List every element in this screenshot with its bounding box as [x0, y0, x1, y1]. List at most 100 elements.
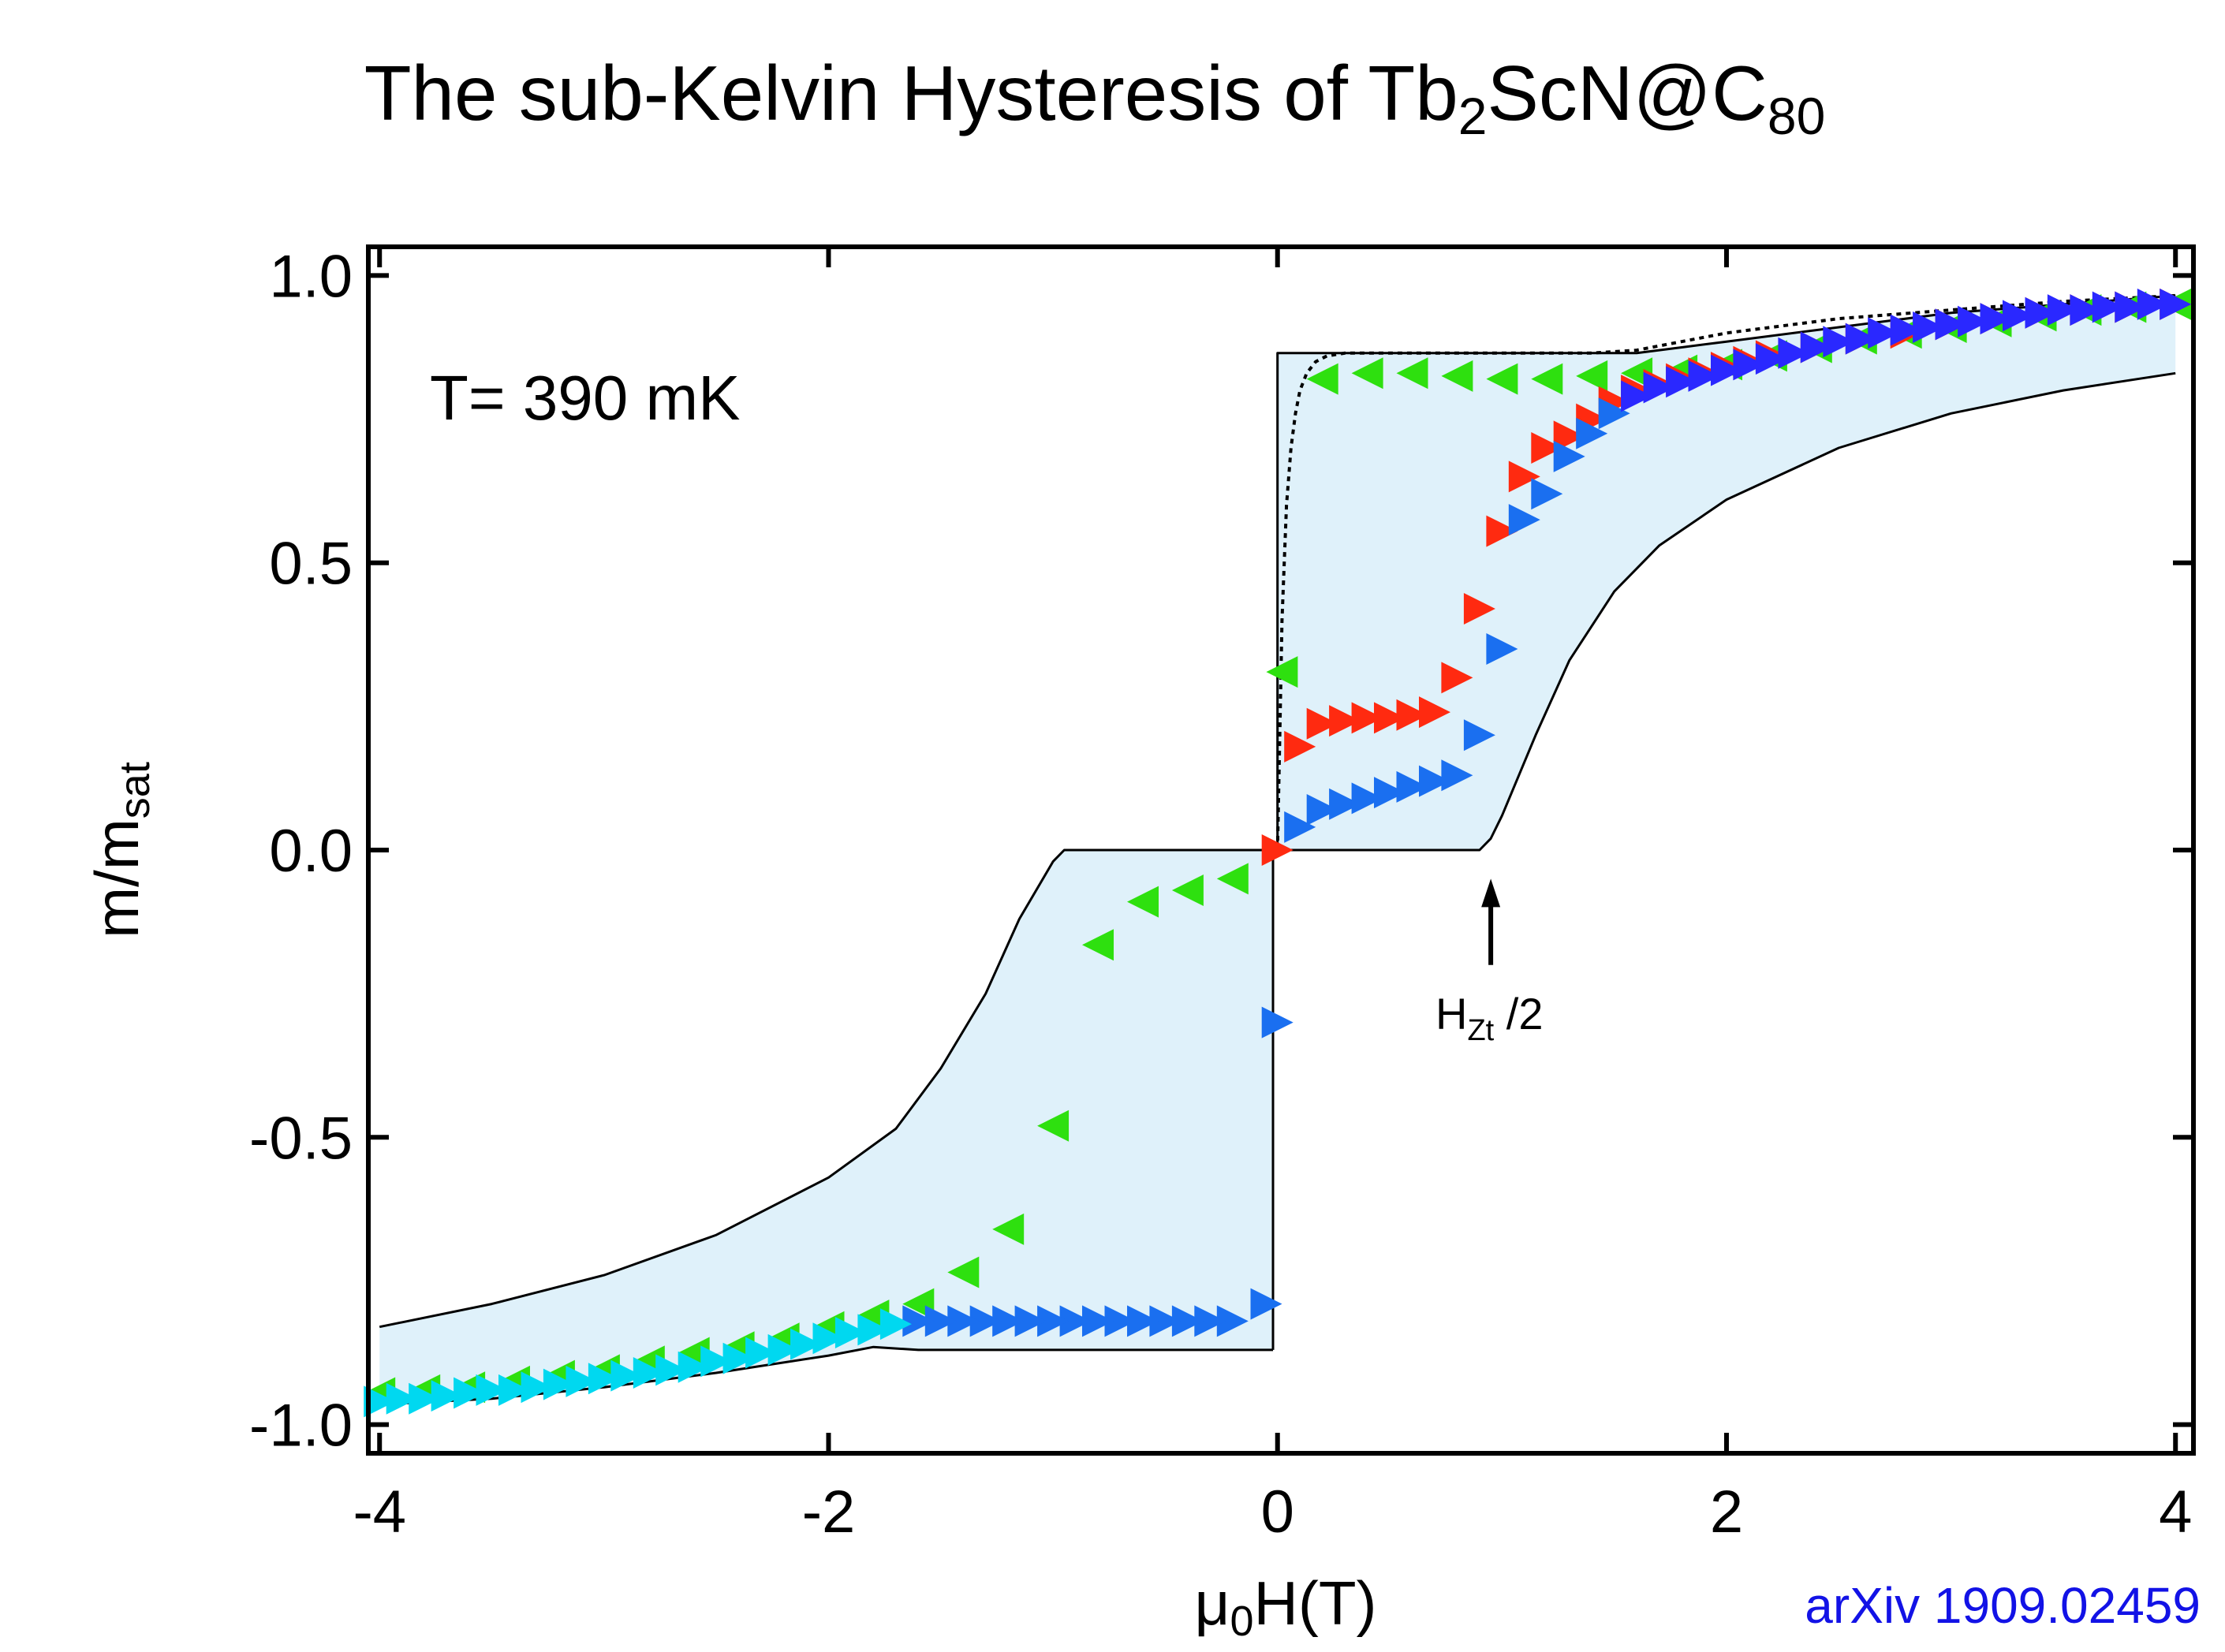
data-point	[767, 1333, 800, 1366]
data-point	[498, 1374, 530, 1406]
data-point	[1171, 1305, 1204, 1337]
data-point	[1441, 360, 1473, 392]
data-point	[633, 1357, 665, 1389]
data-point	[1486, 515, 1518, 547]
chart-title-sub2: 80	[1768, 87, 1825, 145]
data-point	[1463, 593, 1495, 625]
data-point	[947, 1256, 980, 1288]
data-point	[700, 1345, 733, 1378]
data-point	[1037, 1109, 1070, 1142]
data-point	[1329, 705, 1361, 737]
data-point	[2160, 288, 2192, 320]
data-point	[409, 1382, 441, 1415]
data-point	[610, 1359, 643, 1392]
data-point	[1688, 360, 1720, 392]
data-point	[1980, 303, 2012, 335]
shaded-region	[379, 295, 2176, 1405]
data-point	[1149, 1305, 1182, 1337]
y-axis-label-main: m/m	[82, 819, 151, 938]
x-axis-label-rest: H(T)	[1254, 1568, 1377, 1638]
series-3-blue	[1261, 397, 1630, 1039]
data-point	[2070, 294, 2102, 326]
data-point	[1576, 417, 1608, 449]
data-point	[1441, 759, 1473, 792]
x-tick-label: 0	[1261, 1479, 1294, 1546]
data-point	[1284, 811, 1316, 843]
axis-ticks: -4 -2 0 2 4 1.0 0.5 0.0 -0.5 -1.0	[249, 243, 2193, 1546]
data-point	[1216, 863, 1249, 895]
boundary-upper-left	[379, 848, 1275, 1350]
data-point	[1351, 782, 1383, 815]
data-point	[1014, 1305, 1047, 1337]
data-point	[902, 1305, 935, 1337]
data-point	[812, 1322, 845, 1355]
data-point	[745, 1337, 778, 1369]
data-point	[1868, 317, 1900, 349]
data-point	[1306, 794, 1338, 826]
dotted-curve	[1275, 293, 2176, 851]
data-point	[1643, 371, 1675, 404]
data-point	[1711, 354, 1742, 386]
x-tick-label: -2	[802, 1479, 856, 1546]
data-point	[2025, 296, 2057, 329]
data-point	[1531, 432, 1563, 464]
data-point	[521, 1371, 553, 1404]
data-point	[1351, 702, 1383, 734]
y-tick-label: -1.0	[249, 1393, 353, 1460]
data-point	[1958, 305, 1990, 337]
source-label: arXiv 1909.02459	[1805, 1577, 2201, 1634]
data-point	[2047, 294, 2079, 326]
x-axis-label-sub: 0	[1230, 1598, 1253, 1645]
data-point	[1374, 702, 1406, 734]
data-point	[1171, 874, 1204, 906]
data-point	[1127, 1305, 1159, 1337]
temperature-annotation: T= 390 mK	[430, 363, 741, 433]
data-point	[1553, 440, 1585, 472]
data-point	[1396, 770, 1428, 803]
data-point	[566, 1365, 598, 1397]
data-point	[1890, 314, 1922, 346]
hzt-main: H	[1435, 989, 1467, 1039]
data-point	[2115, 291, 2147, 323]
x-tick-label: -4	[353, 1479, 406, 1546]
data-point	[1553, 420, 1585, 453]
data-point	[834, 1317, 867, 1348]
data-point	[1419, 765, 1450, 797]
data-point	[364, 1385, 396, 1418]
data-point	[431, 1380, 463, 1412]
data-point	[969, 1305, 1002, 1337]
data-point	[1059, 1305, 1092, 1337]
chart-title-sub1: 2	[1458, 87, 1488, 145]
plot-area	[364, 288, 2192, 1418]
data-point	[1531, 478, 1563, 510]
hzt-rest: /2	[1494, 989, 1543, 1039]
data-point	[1127, 886, 1159, 918]
data-point	[1374, 777, 1406, 809]
data-point	[1216, 1305, 1249, 1337]
data-point	[992, 1305, 1025, 1337]
data-point	[1329, 788, 1361, 820]
data-point	[1823, 326, 1855, 358]
data-point	[924, 1305, 957, 1337]
data-point	[1463, 719, 1495, 751]
y-tick-label: 0.5	[269, 531, 353, 598]
hzt-sub: Zt	[1467, 1014, 1494, 1047]
data-point	[588, 1363, 620, 1395]
data-point	[1194, 1305, 1226, 1337]
data-point	[947, 1305, 980, 1337]
data-point	[1778, 337, 1810, 369]
data-point	[1396, 699, 1428, 731]
data-point	[1531, 363, 1563, 395]
shaded-region-right	[1277, 295, 2176, 850]
data-point	[1082, 929, 1114, 961]
data-point	[722, 1342, 755, 1374]
data-point	[1576, 360, 1608, 392]
data-point	[1598, 397, 1630, 430]
data-markers	[364, 288, 2192, 1418]
data-point	[1261, 1006, 1294, 1039]
data-point	[1441, 662, 1473, 694]
data-point	[1306, 707, 1338, 740]
data-point	[1419, 696, 1450, 729]
data-point	[1621, 380, 1653, 412]
